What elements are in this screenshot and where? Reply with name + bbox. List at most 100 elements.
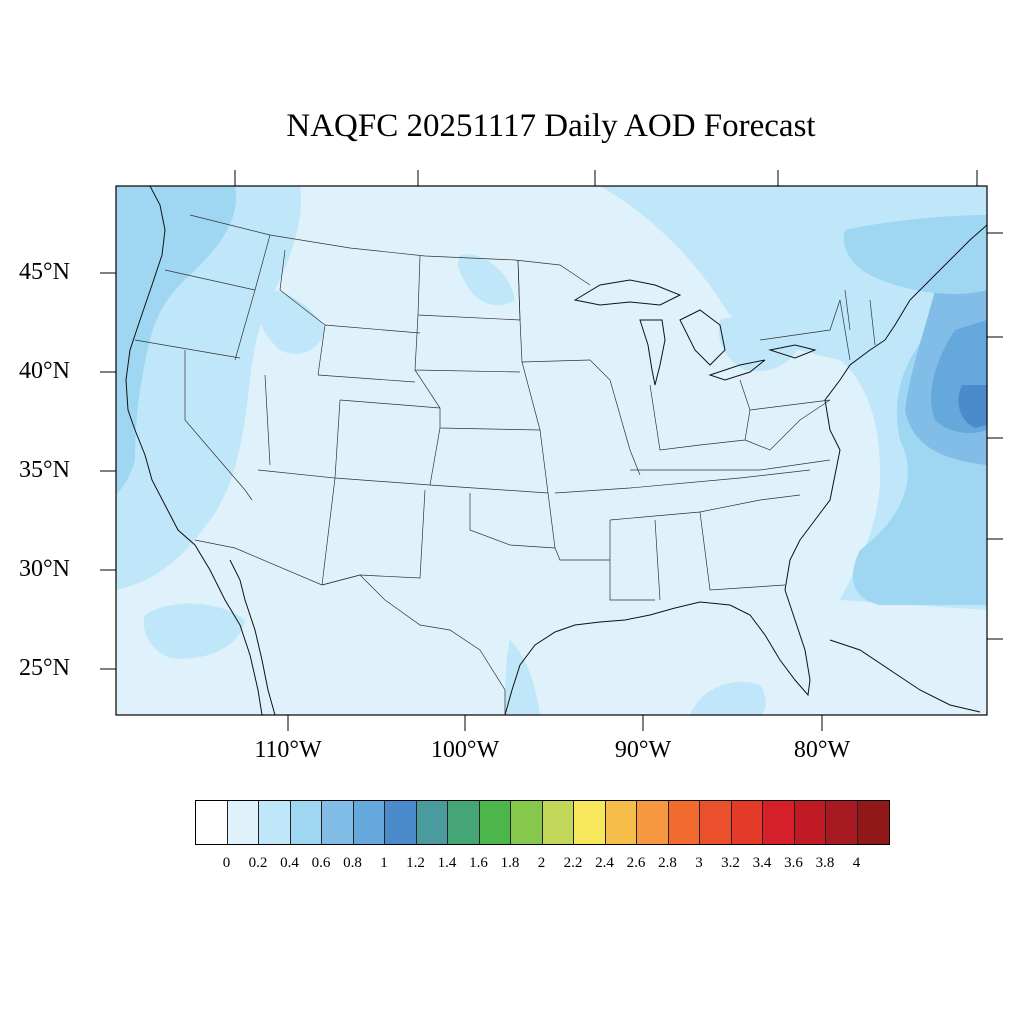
wy-south	[317, 374, 416, 383]
colorbar-tick-label: 0.2	[248, 855, 268, 871]
cuba-coast	[829, 639, 981, 713]
lake-erie	[708, 359, 766, 381]
south-ms-al	[609, 520, 655, 601]
colorbar-swatch	[731, 801, 763, 844]
colorbar-swatch	[416, 801, 448, 844]
aod-region-dakotas	[458, 254, 515, 306]
colorbar-swatch	[668, 801, 700, 844]
colorbar-tick-label: 2.8	[658, 855, 677, 871]
mountain-west-idaho	[279, 249, 326, 376]
colorbar-swatch	[479, 801, 511, 844]
aod-region-great-lakes	[718, 316, 800, 372]
colorbar-tick-label: 1.6	[469, 855, 488, 871]
colorbar-swatch	[353, 801, 385, 844]
lat-label-45: 45°N	[19, 259, 70, 285]
colorbar-tick-label: 1	[380, 855, 388, 871]
colorbar-tick-label: 0	[222, 855, 231, 871]
colorbar-tick-label: 2	[537, 855, 546, 871]
midwest-mn	[517, 259, 591, 363]
colorbar-tick-label: 1.2	[406, 855, 425, 871]
plains-ks-ok	[429, 427, 549, 494]
colorbar-swatch	[259, 801, 291, 844]
map-frame	[115, 185, 988, 716]
lake-ontario	[768, 344, 817, 359]
colorbar-swatch	[826, 801, 858, 844]
lake-huron	[679, 309, 726, 366]
wa-or-border	[164, 269, 256, 291]
lon-label-80w: 80°W	[793, 737, 851, 763]
colorbar-tick-label: 1.4	[437, 855, 457, 871]
aod-region-new-england	[843, 215, 987, 295]
aod-region-gulf-of-california	[143, 603, 245, 659]
wy-north	[324, 324, 421, 334]
midwest-in-oh	[649, 379, 751, 451]
or-ca-border	[134, 339, 241, 359]
lon-label-90w: 90°W	[614, 737, 672, 763]
lat-label-40: 40°N	[19, 358, 70, 384]
colorbar-tick-label: 3.4	[752, 855, 772, 871]
colorbar-swatch	[542, 801, 574, 844]
colorbar-tick-label: 2.4	[595, 855, 614, 871]
south-deep	[609, 494, 801, 521]
south-tn-ms	[554, 469, 811, 494]
colorbar-tick-label: 2.2	[563, 855, 583, 871]
nv-ut-border	[264, 374, 271, 466]
mx-border	[194, 539, 506, 715]
pacific-coastline	[125, 186, 263, 715]
colorbar-tick-label: 3.6	[784, 855, 803, 871]
south-ky-tn	[630, 459, 831, 471]
lake-michigan	[639, 319, 666, 386]
colorbar-tick-label: 3	[695, 855, 703, 871]
co-north	[339, 399, 441, 409]
midwest-ia-mo	[521, 361, 610, 561]
colorbar-swatch	[857, 801, 889, 844]
appalachia	[744, 399, 831, 451]
south-al-ga	[654, 519, 661, 601]
aod-region-gulf	[690, 681, 766, 715]
aod-region-texas-coast	[505, 640, 540, 715]
colorbar-swatch	[322, 801, 354, 844]
mountain-west-north	[234, 234, 271, 361]
colorbar-tick-label: 0.6	[311, 855, 331, 871]
colorbar-swatch	[290, 801, 322, 844]
colorbar-swatch	[511, 801, 543, 844]
aod-region-atlantic-plume	[600, 186, 987, 610]
colorbar-swatch	[227, 801, 259, 844]
colorbar-tick-label: 3.8	[815, 855, 835, 871]
colorbar-swatch	[637, 801, 669, 844]
lake-superior	[573, 279, 682, 306]
baja-coast	[229, 559, 276, 715]
ok-tx	[469, 493, 556, 549]
colorbar-tick-label: 4	[852, 855, 861, 871]
ut-co-border	[334, 399, 341, 479]
colorbar-tick-label: 0.8	[343, 855, 362, 871]
colorbar-swatch	[574, 801, 606, 844]
lat-label-35: 35°N	[19, 457, 70, 483]
colorbar-tick-label: 0.4	[280, 855, 299, 871]
aod-region-idaho	[254, 289, 325, 354]
colorbar-swatch	[763, 801, 795, 844]
colorbar-tick-label: 3.2	[721, 855, 740, 871]
colorbar-swatch	[700, 801, 732, 844]
colorbar-swatch	[196, 801, 228, 844]
colorbar-swatch	[448, 801, 480, 844]
plains-ne-ks	[414, 369, 541, 431]
aod-region-pacific-coast	[116, 186, 236, 495]
co-south	[334, 477, 431, 486]
colorbar-tick-label: 1.8	[500, 855, 520, 871]
lat-label-30: 30°N	[19, 556, 70, 582]
aod-colorbar	[195, 800, 890, 845]
lon-label-100w: 100°W	[430, 737, 500, 763]
midwest-il	[589, 359, 641, 476]
atlantic-northeast-coast	[884, 224, 987, 341]
northeast-borders	[749, 289, 876, 411]
map-title: NAQFC 20251117 Daily AOD Forecast	[286, 108, 816, 144]
colorbar-swatch	[605, 801, 637, 844]
colorbar-tick-label: 2.6	[626, 855, 646, 871]
south-ga-fl	[699, 511, 786, 591]
colorbar-swatch	[794, 801, 826, 844]
aod-region-atlantic-max	[958, 385, 987, 428]
colorbar-swatch	[385, 801, 417, 844]
lon-label-110w: 110°W	[254, 737, 322, 763]
